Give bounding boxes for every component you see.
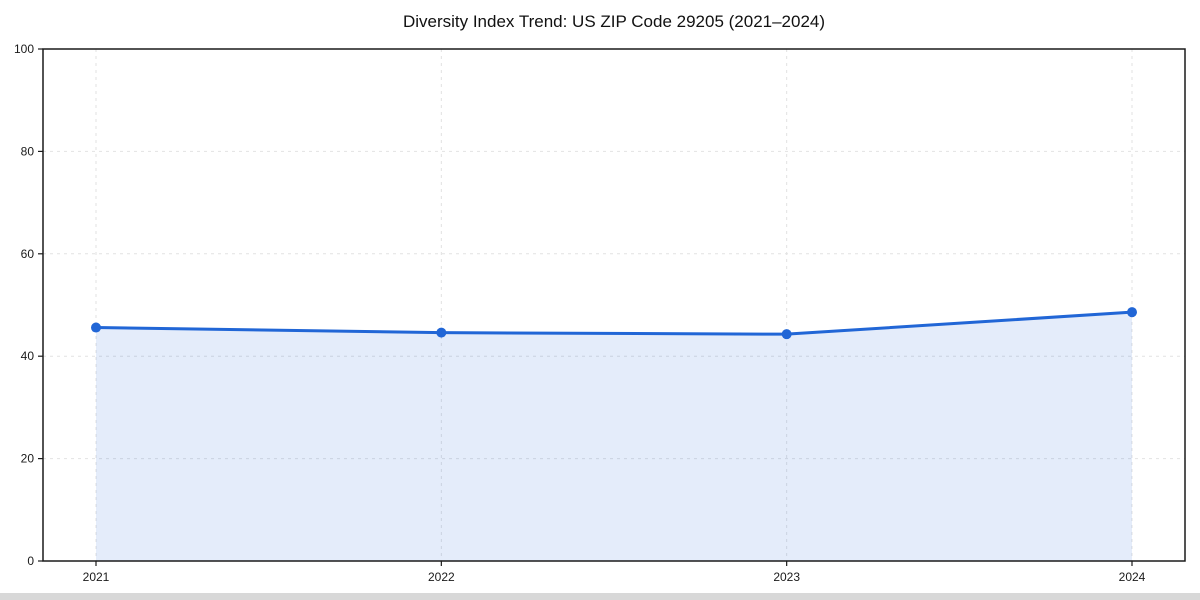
data-point-2024 — [1127, 307, 1137, 318]
series-line — [94, 310, 1134, 336]
x-tick-label: 2022 — [428, 570, 455, 584]
y-tick-label: 40 — [21, 349, 35, 363]
data-point-2022 — [436, 327, 447, 338]
y-tick-label: 0 — [27, 554, 34, 568]
area-fill — [96, 312, 1132, 561]
x-tick-label: 2023 — [773, 570, 800, 584]
y-tick-label: 100 — [14, 42, 34, 56]
chart-title: Diversity Index Trend: US ZIP Code 29205… — [402, 12, 826, 31]
data-point-2021 — [91, 322, 101, 333]
data-point-2023 — [781, 329, 792, 340]
y-tick-label: 20 — [21, 452, 35, 466]
y-tick-label: 80 — [21, 144, 35, 158]
x-tick-label: 2021 — [83, 570, 110, 584]
y-tick-label: 60 — [21, 247, 35, 261]
plot-spines — [42, 48, 1186, 562]
x-tick-label: 2024 — [1119, 570, 1146, 584]
window-bottom-edge — [0, 593, 1200, 600]
